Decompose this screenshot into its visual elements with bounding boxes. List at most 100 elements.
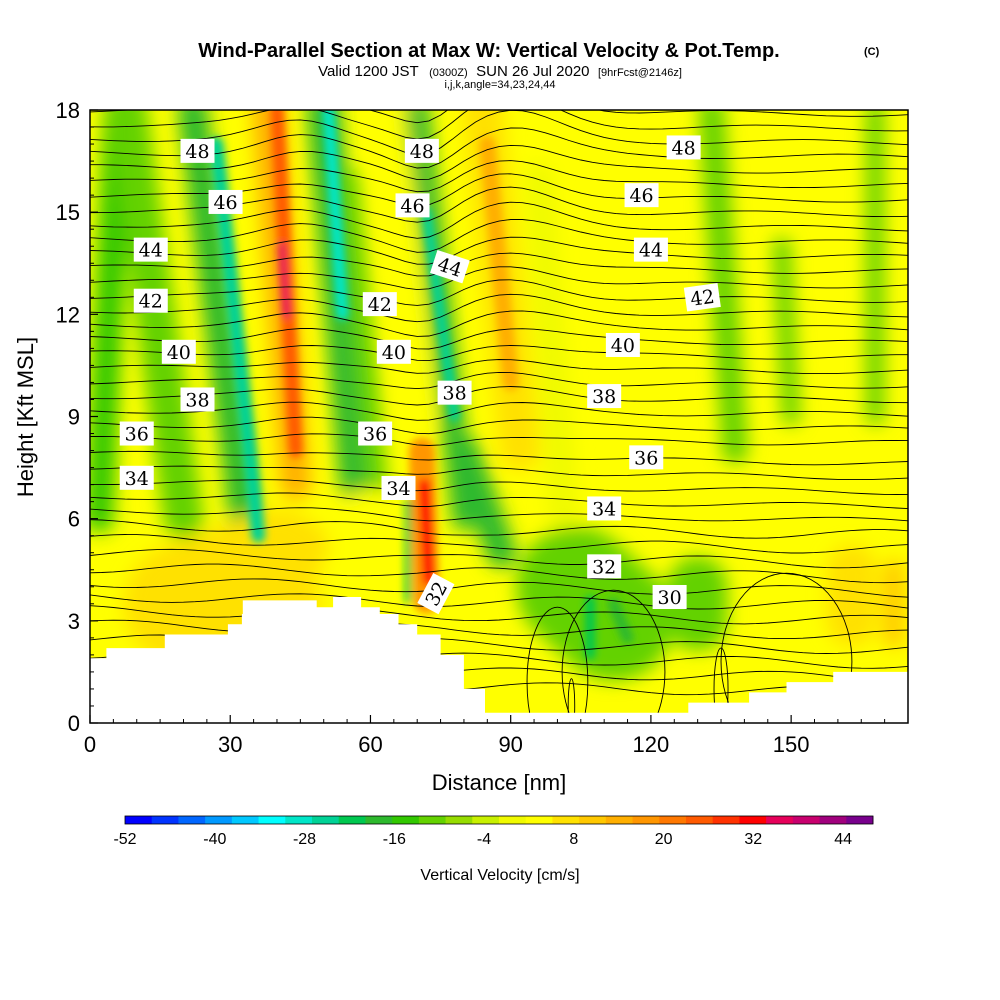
contour-label: 44 xyxy=(133,237,168,262)
contour-label-text: 34 xyxy=(592,498,616,520)
theta-contour xyxy=(90,110,908,156)
colorbar-swatch xyxy=(312,816,340,824)
colorbar-swatch xyxy=(445,816,473,824)
colorbar-swatch xyxy=(686,816,714,824)
x-tick-label: 60 xyxy=(358,732,382,757)
contour-label-text: 42 xyxy=(689,286,716,311)
contour-labels: 48 48 48 46 46 46 44 44 44 42 42 42 40 40 40 38 38 38 36 36… xyxy=(119,135,721,615)
theta-contour xyxy=(90,127,908,169)
contour-label: 30 xyxy=(652,584,687,609)
velocity-band xyxy=(90,110,133,533)
colorbar-swatch xyxy=(525,816,553,824)
contour-label-box xyxy=(417,572,455,615)
contour-label-text: 34 xyxy=(125,468,149,490)
colorbar-swatch xyxy=(792,816,820,824)
colorbar-swatch xyxy=(579,816,607,824)
y-tick-label: 9 xyxy=(68,405,80,430)
theta-contour xyxy=(90,110,908,140)
theta-contour xyxy=(90,252,908,277)
contour-label: 38 xyxy=(180,387,215,412)
colorbar-swatch xyxy=(659,816,687,824)
velocity-band xyxy=(479,136,519,391)
theta-closed-contour xyxy=(567,678,576,723)
colorbar-swatch xyxy=(846,816,874,824)
theta-contour xyxy=(90,266,908,291)
theta-contour xyxy=(90,201,908,239)
contour-label-box xyxy=(605,332,640,357)
contour-label-text: 42 xyxy=(139,291,163,313)
contour-label: 46 xyxy=(208,189,243,214)
contour-label: 32 xyxy=(587,554,622,579)
colorbar-tick-label: 8 xyxy=(569,831,578,848)
title-main: Wind-Parallel Section at Max W: Vertical… xyxy=(198,40,779,62)
colorbar-swatch xyxy=(231,816,259,824)
contour-label-text: 48 xyxy=(185,141,209,163)
contour-label-text: 36 xyxy=(125,424,149,446)
velocity-band xyxy=(523,163,582,568)
contour-label-box xyxy=(587,496,622,521)
contour-label-text: 46 xyxy=(400,195,424,217)
contour-label: 46 xyxy=(395,193,430,218)
theta-contour xyxy=(90,479,908,495)
terrain xyxy=(90,597,908,723)
contour-label-box xyxy=(208,189,243,214)
contour-label-text: 40 xyxy=(382,342,406,364)
contour-label: 42 xyxy=(362,292,397,317)
chart-subtitle: Valid 1200 JST (0300Z) SUN 26 Jul 2020 [… xyxy=(318,63,682,91)
theta-closed-contour xyxy=(526,606,589,723)
vertical-velocity-detail xyxy=(209,110,634,660)
potential-temperature-contours xyxy=(90,110,908,723)
theta-contour xyxy=(90,310,908,337)
theta-contour xyxy=(90,433,908,446)
theta-contour xyxy=(90,144,908,181)
theta-contour xyxy=(90,563,908,584)
theta-contour xyxy=(90,110,908,124)
contour-label-box xyxy=(376,339,411,364)
colorbar-swatch xyxy=(338,816,366,824)
theta-contour xyxy=(90,371,908,390)
colorbar-swatch xyxy=(205,816,233,824)
theta-closed-contour xyxy=(720,572,853,723)
velocity-band xyxy=(317,488,401,617)
contour-label-box xyxy=(180,138,215,163)
contour-label-box xyxy=(430,249,470,284)
contour-label: 34 xyxy=(119,465,154,490)
contour-label: 48 xyxy=(404,138,439,163)
contour-label-box xyxy=(133,237,168,262)
theta-contour xyxy=(90,619,908,640)
contour-label-text: 38 xyxy=(592,386,616,408)
contour-label-text: 38 xyxy=(185,389,209,411)
subtitle-valid: Valid 1200 JST xyxy=(318,63,419,80)
colorbar-tick-label: -40 xyxy=(203,831,226,848)
contour-label: 48 xyxy=(666,135,701,160)
velocity-band xyxy=(378,110,433,432)
theta-contour xyxy=(90,293,908,323)
contour-label: 36 xyxy=(629,445,664,470)
contour-label: 38 xyxy=(437,380,472,405)
contour-label-box xyxy=(666,135,701,160)
contour-label-text: 32 xyxy=(592,556,616,578)
contour-label-text: 44 xyxy=(639,240,663,262)
plot-area: 48 48 48 46 46 46 44 44 44 42 42 42 40 40 40 38 38 38 36 36… xyxy=(90,110,908,723)
colorbar-swatch xyxy=(418,816,446,824)
contour-label-box xyxy=(437,380,472,405)
theta-contour xyxy=(90,345,908,362)
colorbar-tick-label: -28 xyxy=(293,831,316,848)
contour-label-box xyxy=(404,138,439,163)
contour-label-box xyxy=(133,288,168,313)
theta-contour xyxy=(90,548,908,569)
theta-contour xyxy=(90,578,908,598)
colorbar-tick-labels: -52 -40 -28 -16 -4 8 20 32 44 xyxy=(113,831,852,848)
contour-label-text: 30 xyxy=(658,587,682,609)
colorbar-tick-label: -16 xyxy=(383,831,406,848)
subtitle-line: Valid 1200 JST (0300Z) SUN 26 Jul 2020 [… xyxy=(318,63,682,80)
contour-label: 40 xyxy=(605,332,640,357)
theta-closed-contour xyxy=(561,589,666,723)
contour-label: 44 xyxy=(633,237,668,262)
contour-label: 40 xyxy=(161,339,196,364)
contour-label-text: 48 xyxy=(410,141,434,163)
contour-label: 34 xyxy=(381,476,416,501)
contour-label-box xyxy=(161,339,196,364)
y-tick-label: 12 xyxy=(56,302,80,327)
